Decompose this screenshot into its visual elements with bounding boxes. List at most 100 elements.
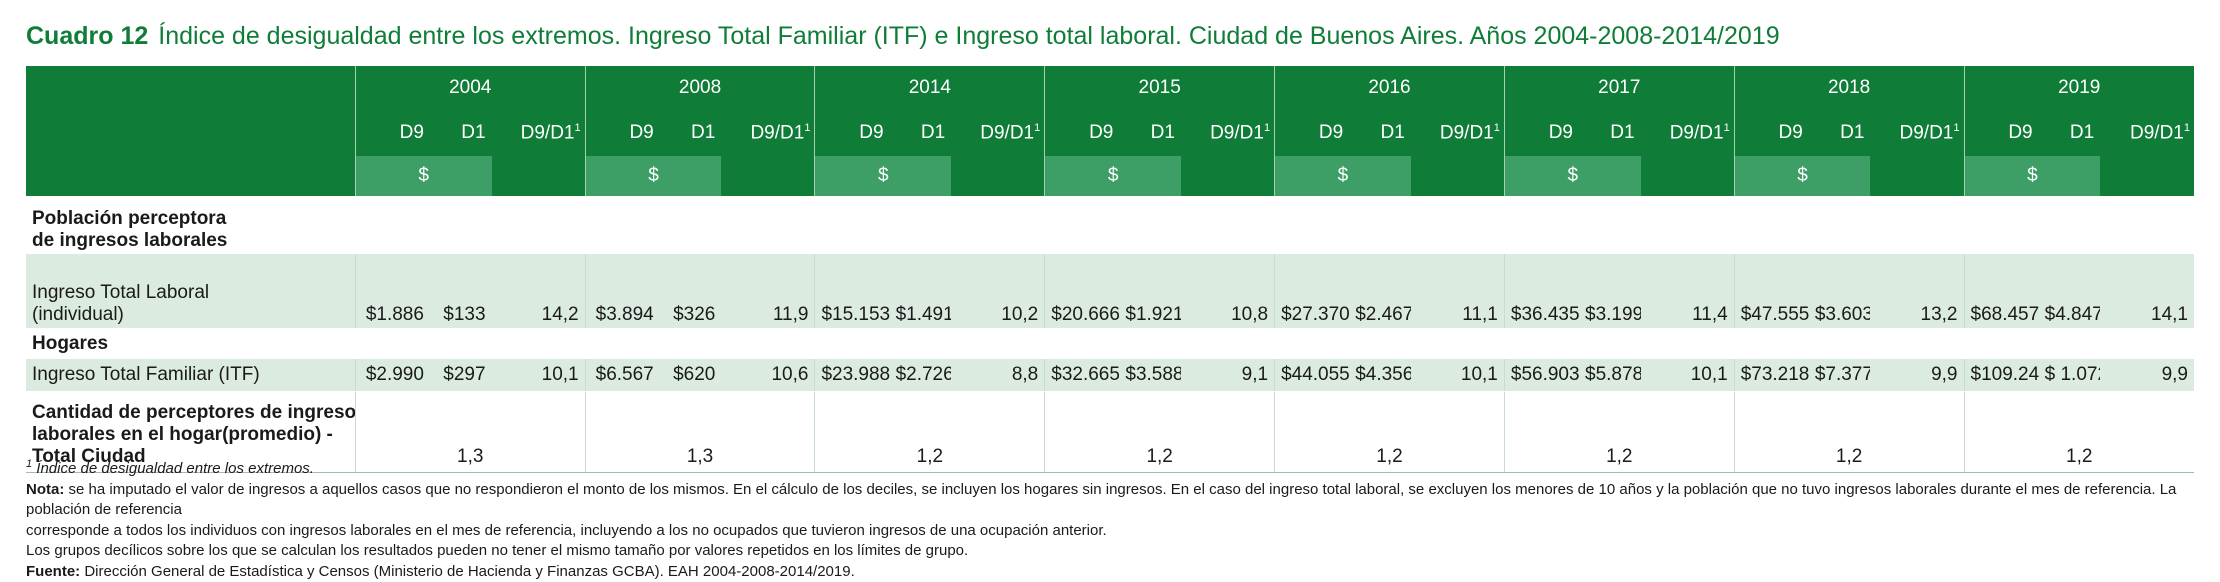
col-d1: D1 <box>1579 110 1641 156</box>
table-cell: 10,1 <box>1641 359 1735 392</box>
col-d9: D9 <box>1045 110 1120 156</box>
unit-cell: $ <box>1045 156 1181 196</box>
unit-cell: $ <box>815 156 951 196</box>
table-cell: $36.435 <box>1504 254 1579 329</box>
table-cell: $3.603 <box>1809 254 1871 329</box>
table-title-text: Índice de desigualdad entre los extremos… <box>158 22 1779 50</box>
col-d1: D1 <box>890 110 952 156</box>
table-cell: 14,2 <box>492 254 586 329</box>
table-cell: 10,1 <box>1411 359 1505 392</box>
note-text-continued: corresponde a todos los individuos con i… <box>26 521 2196 542</box>
table-cell: 9,9 <box>1870 359 1964 392</box>
unit-blank <box>492 156 586 196</box>
table-cell: $4.847 <box>2039 254 2101 329</box>
table-title: Cuadro 12 Índice de desigualdad entre los… <box>26 22 1780 51</box>
corner-cell <box>26 66 355 196</box>
col-d9: D9 <box>1275 110 1350 156</box>
table-cell: $15.153 <box>815 254 890 329</box>
unit-blank <box>1641 156 1735 196</box>
table-cell: $5.878 <box>1579 359 1641 392</box>
table-cell: $109.246 <box>1964 359 2039 392</box>
table-cell: 9,9 <box>2100 359 2194 392</box>
year-header: 2016 <box>1275 66 1505 110</box>
table-row-itl: Ingreso Total Laboral(individual) $1.886… <box>26 254 2194 329</box>
year-header-row: 2004 2008 2014 2015 2016 2017 2018 2019 <box>26 66 2194 110</box>
unit-cell: $ <box>1734 156 1870 196</box>
table-cell: $47.555 <box>1734 254 1809 329</box>
unit-blank <box>1870 156 1964 196</box>
table-cell: $44.055 <box>1275 359 1350 392</box>
row-label: Ingreso Total Laboral(individual) <box>26 254 355 329</box>
unit-cell: $ <box>585 156 721 196</box>
col-d9: D9 <box>1734 110 1809 156</box>
unit-cell: $ <box>1275 156 1411 196</box>
table-cell: 10,6 <box>721 359 815 392</box>
col-ratio: D9/D11 <box>2100 110 2194 156</box>
table-cell: 8,8 <box>951 359 1045 392</box>
table-cell: $7.377 <box>1809 359 1871 392</box>
table-cell: $2.726 <box>890 359 952 392</box>
table-cell: $297 <box>430 359 492 392</box>
col-ratio: D9/D11 <box>492 110 586 156</box>
table-cell: $20.666 <box>1045 254 1120 329</box>
table-cell: $133 <box>430 254 492 329</box>
unit-cell: $ <box>1964 156 2100 196</box>
year-header: 2004 <box>355 66 585 110</box>
col-d9: D9 <box>815 110 890 156</box>
section-label: Hogares <box>26 329 355 360</box>
col-ratio: D9/D11 <box>951 110 1045 156</box>
year-header: 2015 <box>1045 66 1275 110</box>
table-cell: 13,2 <box>1870 254 1964 329</box>
table-cell: $2.990 <box>355 359 430 392</box>
data-table: 2004 2008 2014 2015 2016 2017 2018 2019 … <box>26 66 2194 473</box>
note-text: Nota: se ha imputado el valor de ingreso… <box>26 480 2196 521</box>
table-cell: $3.199 <box>1579 254 1641 329</box>
year-header: 2019 <box>1964 66 2194 110</box>
unit-blank <box>1411 156 1505 196</box>
year-header: 2008 <box>585 66 815 110</box>
table-cell: $3.894 <box>585 254 660 329</box>
col-ratio: D9/D11 <box>1870 110 1964 156</box>
table-cell: 11,4 <box>1641 254 1735 329</box>
unit-blank <box>721 156 815 196</box>
col-d9: D9 <box>1964 110 2039 156</box>
table-number: Cuadro 12 <box>26 22 148 50</box>
col-d1: D1 <box>1119 110 1181 156</box>
table-cell: $56.903 <box>1504 359 1579 392</box>
section-row-hogares: Hogares <box>26 329 2194 360</box>
unit-cell: $ <box>355 156 491 196</box>
note-groups: Los grupos decílicos sobre los que se ca… <box>26 541 2196 562</box>
row-label: Ingreso Total Familiar (ITF) <box>26 359 355 392</box>
table-cell: 10,1 <box>492 359 586 392</box>
table-cell: 11,9 <box>721 254 815 329</box>
table-cell: $1.491 <box>890 254 952 329</box>
notes: 1 Índice de desigualdad entre los extrem… <box>26 454 2196 582</box>
col-d1: D1 <box>1349 110 1411 156</box>
col-d9: D9 <box>1504 110 1579 156</box>
unit-blank <box>2100 156 2194 196</box>
col-d1: D1 <box>2039 110 2101 156</box>
table-cell: $1.886 <box>355 254 430 329</box>
col-ratio: D9/D11 <box>721 110 815 156</box>
table-cell: $ 1.072 <box>2039 359 2101 392</box>
year-header: 2014 <box>815 66 1045 110</box>
table-cell: $27.370 <box>1275 254 1350 329</box>
table-cell: 11,1 <box>1411 254 1505 329</box>
table-cell: $23.988 <box>815 359 890 392</box>
unit-blank <box>951 156 1045 196</box>
unit-cell: $ <box>1504 156 1640 196</box>
table-cell: 10,8 <box>1181 254 1275 329</box>
year-header: 2017 <box>1504 66 1734 110</box>
table-cell: 14,1 <box>2100 254 2194 329</box>
footnote: 1 Índice de desigualdad entre los extrem… <box>26 454 2196 480</box>
col-ratio: D9/D11 <box>1641 110 1735 156</box>
table-cell: $2.467 <box>1349 254 1411 329</box>
table-cell: $3.588 <box>1119 359 1181 392</box>
unit-blank <box>1181 156 1275 196</box>
col-ratio: D9/D11 <box>1181 110 1275 156</box>
table-cell: $4.356 <box>1349 359 1411 392</box>
table-cell: $68.457 <box>1964 254 2039 329</box>
